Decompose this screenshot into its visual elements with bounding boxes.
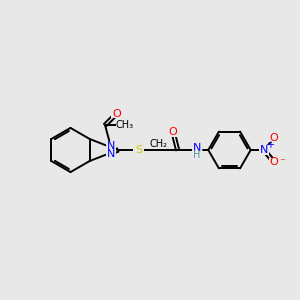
Text: N: N — [107, 141, 115, 151]
Text: +: + — [266, 140, 274, 150]
Bar — [192, 143, 202, 152]
Text: CH₃: CH₃ — [116, 120, 134, 130]
Text: O: O — [270, 133, 279, 142]
Bar — [116, 120, 133, 130]
Bar — [269, 158, 280, 167]
Bar — [259, 145, 269, 155]
Text: N: N — [107, 149, 115, 159]
Text: N: N — [260, 145, 268, 155]
Bar — [269, 133, 280, 142]
Bar — [106, 149, 116, 159]
Bar — [106, 141, 116, 151]
Text: N: N — [193, 142, 201, 153]
Text: O: O — [270, 158, 279, 167]
Text: O: O — [112, 109, 121, 119]
Text: CH₂: CH₂ — [149, 139, 167, 149]
Text: H: H — [194, 150, 201, 160]
Bar — [111, 109, 122, 118]
Bar — [193, 151, 202, 160]
Bar — [133, 145, 144, 155]
Text: S: S — [135, 145, 142, 155]
Bar — [151, 140, 165, 148]
Text: O: O — [169, 127, 178, 137]
Bar — [168, 128, 178, 137]
Text: ⁻: ⁻ — [280, 158, 285, 167]
